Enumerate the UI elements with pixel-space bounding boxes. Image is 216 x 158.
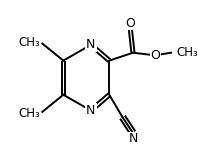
Text: N: N [86,104,96,117]
Text: N: N [86,38,96,51]
Text: CH₃: CH₃ [18,36,40,49]
Text: O: O [150,49,160,62]
Text: O: O [125,17,135,30]
Text: CH₃: CH₃ [176,46,198,59]
Text: N: N [128,132,138,145]
Text: CH₃: CH₃ [18,107,40,120]
